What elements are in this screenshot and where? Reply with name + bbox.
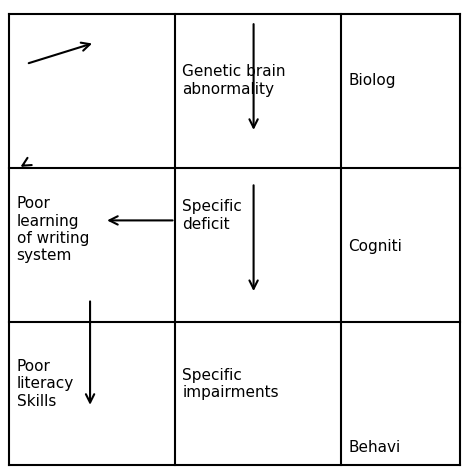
Text: Cogniti: Cogniti — [348, 239, 402, 254]
Text: Poor
learning
of writing
system: Poor learning of writing system — [17, 196, 89, 264]
Text: Poor
literacy
Skills: Poor literacy Skills — [17, 359, 74, 409]
Text: Biolog: Biolog — [348, 73, 396, 88]
Text: Genetic brain
abnormality: Genetic brain abnormality — [182, 64, 286, 97]
Text: Behavi: Behavi — [348, 440, 401, 456]
Text: Specific
deficit: Specific deficit — [182, 200, 242, 232]
Text: Specific
impairments: Specific impairments — [182, 368, 279, 400]
